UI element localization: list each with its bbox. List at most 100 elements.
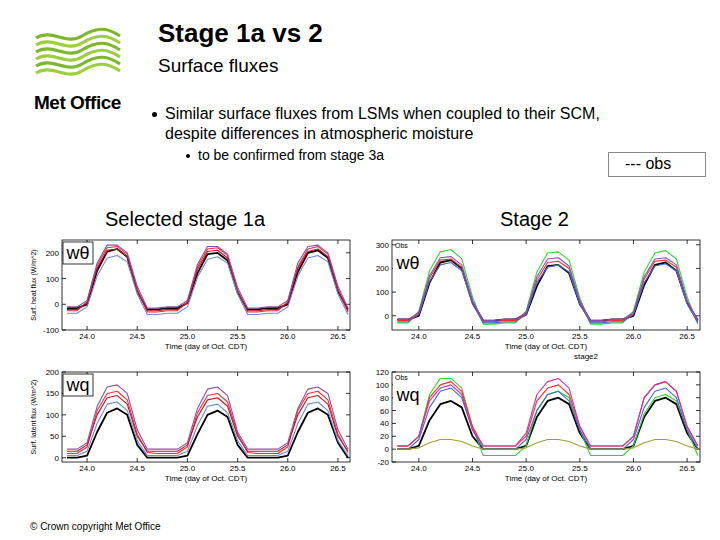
x-tick [87, 326, 88, 330]
y-tick [392, 449, 396, 450]
x-tick [187, 372, 188, 376]
y-tick [392, 462, 396, 463]
x-tick-label: 26.5 [679, 464, 695, 473]
x-tick-label: 25.0 [518, 464, 534, 473]
y-tick [392, 423, 396, 424]
series-label: Obs [395, 242, 408, 249]
y-tick [696, 423, 700, 424]
y-tick-label: 200 [376, 264, 390, 273]
plot-frame [62, 372, 350, 462]
x-tick [187, 240, 188, 244]
x-tick-label: 26.0 [280, 332, 296, 341]
x-tick [633, 458, 634, 462]
y-tick [696, 462, 700, 463]
panel-heading: Selected stage 1a [105, 208, 265, 231]
y-tick [62, 372, 66, 373]
y-tick-label: 20 [380, 432, 389, 441]
y-tick-label: -20 [377, 458, 389, 467]
x-tick [418, 326, 419, 330]
y-tick [62, 278, 66, 279]
x-tick [687, 372, 688, 376]
y-tick [696, 268, 700, 269]
x-tick [187, 326, 188, 330]
y-tick [346, 330, 350, 331]
y-tick [392, 292, 396, 293]
x-tick [579, 372, 580, 376]
x-tick-label: 24.0 [411, 464, 427, 473]
y-tick-label: 120 [376, 368, 390, 377]
x-tick [137, 240, 138, 244]
slide-title: Stage 1a vs 2 [158, 18, 323, 49]
y-tick-label: 100 [376, 288, 390, 297]
y-tick-label: 0 [55, 454, 60, 463]
x-tick [287, 240, 288, 244]
x-tick [526, 240, 527, 244]
y-tick-label: 0 [385, 445, 390, 454]
y-tick [346, 393, 350, 394]
series-line [397, 263, 697, 323]
y-tick [346, 278, 350, 279]
series-line [397, 382, 697, 446]
x-tick [287, 326, 288, 330]
series-line [67, 245, 348, 308]
annotation: stage2 [574, 352, 599, 361]
y-tick [696, 315, 700, 316]
x-tick-label: 26.0 [626, 332, 642, 341]
y-tick [346, 372, 350, 373]
x-tick [187, 458, 188, 462]
series-group [397, 249, 697, 324]
y-tick [62, 457, 66, 458]
series-line [397, 257, 697, 321]
y-tick [392, 436, 396, 437]
x-tick-label: 25.0 [518, 332, 534, 341]
y-tick [696, 244, 700, 245]
y-tick [62, 304, 66, 305]
y-tick-label: -100 [43, 326, 60, 335]
y-tick-label: 60 [380, 407, 389, 416]
x-tick [337, 240, 338, 244]
y-tick [392, 410, 396, 411]
y-tick-label: 200 [46, 368, 60, 377]
panel-label-box [63, 374, 93, 396]
x-tick [526, 372, 527, 376]
x-tick [237, 326, 238, 330]
y-tick-label: 100 [46, 411, 60, 420]
x-tick-label: 25.5 [230, 464, 246, 473]
plot-frame [392, 240, 700, 330]
bullet-dot [186, 154, 190, 158]
panel-label: wq [65, 375, 89, 395]
x-tick [472, 372, 473, 376]
series-label: Obs [395, 374, 408, 381]
x-tick [687, 458, 688, 462]
slide-canvas: 24.024.525.025.526.026.5-1000100200Time … [0, 0, 720, 540]
x-tick [579, 458, 580, 462]
bullet-dot [152, 112, 157, 117]
x-tick [633, 326, 634, 330]
chart: 24.024.525.025.526.026.5-1000100200Time … [30, 240, 350, 351]
panel-label-box [393, 252, 423, 274]
series-line [67, 246, 348, 312]
x-axis-label: Time (day of Oct. CDT) [505, 342, 588, 351]
x-axis-label: Time (day of Oct. CDT) [165, 474, 248, 483]
y-tick [696, 372, 700, 373]
x-tick-label: 25.5 [230, 332, 246, 341]
y-tick [346, 414, 350, 415]
slide-subtitle: Surface fluxes [158, 55, 278, 77]
chart: 24.024.525.025.526.026.50100200300Time (… [376, 240, 700, 361]
series-group [67, 245, 348, 314]
obs-key: --- obs [608, 152, 706, 177]
x-tick [418, 458, 419, 462]
x-tick [287, 372, 288, 376]
x-tick [418, 240, 419, 244]
x-tick-label: 24.0 [79, 464, 95, 473]
y-tick-label: 100 [376, 381, 390, 390]
bullet-text: Similar surface fluxes from LSMs when co… [165, 104, 645, 144]
series-line [67, 402, 348, 456]
x-tick-label: 24.0 [79, 332, 95, 341]
series-group [397, 378, 697, 455]
chart: 24.024.525.025.526.026.5-200204060801001… [376, 368, 700, 483]
y-tick-label: 0 [55, 300, 60, 309]
y-tick [62, 436, 66, 437]
y-tick-label: 300 [376, 241, 390, 250]
y-axis-label: Surf. heat flux (W/m^2) [30, 249, 38, 320]
